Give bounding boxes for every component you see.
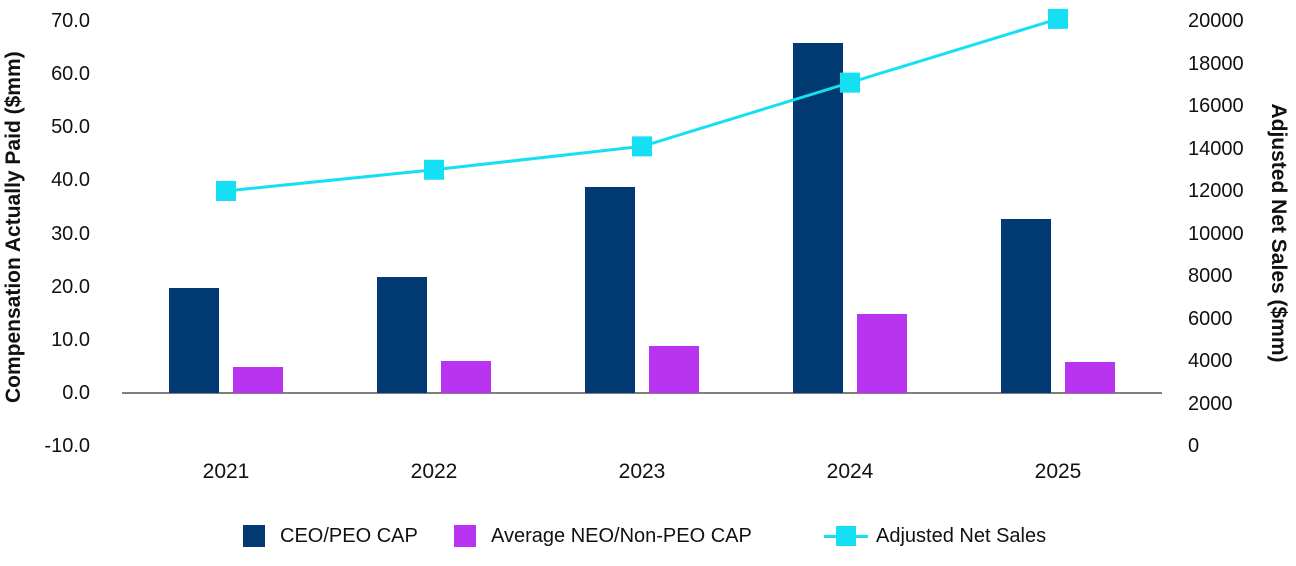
bar-ceo-peo-cap-2025	[1001, 218, 1051, 393]
right-axis-tick-label: 16000	[1188, 95, 1244, 117]
right-axis-tick-label: 18000	[1188, 52, 1244, 75]
left-axis-tick-label: 0.0	[62, 381, 90, 404]
left-axis-tick-label: 20.0	[51, 275, 90, 298]
net-sales-marker-2021	[216, 181, 236, 201]
left-axis-tick-label: 40.0	[51, 169, 90, 192]
bar-average-neo-non-peo-cap-2025	[1065, 361, 1115, 393]
net-sales-marker-2022	[424, 159, 444, 180]
bar-average-neo-non-peo-cap-2022	[441, 361, 491, 393]
bar-average-neo-non-peo-cap-2023	[649, 345, 699, 393]
legend-line	[824, 535, 868, 538]
right-axis-tick-label: 0	[1188, 435, 1200, 457]
bar-average-neo-non-peo-cap-2021	[233, 367, 283, 393]
legend-label-avg-neo-cap: Average NEO/Non-PEO CAP	[491, 525, 752, 547]
net-sales-line	[225, 17, 1059, 193]
left-axis-tick-label: 70.0	[51, 10, 90, 32]
right-axis-tick-label: 4000	[1188, 350, 1233, 372]
legend-swatch-avg-neo-cap	[454, 525, 476, 547]
net-sales-marker-2025	[1048, 8, 1068, 29]
left-axis-tick-label: -10.0	[44, 435, 90, 457]
x-axis-label-2022: 2022	[410, 460, 458, 483]
legend-label-adjusted-net-sales: Adjusted Net Sales	[876, 525, 1047, 547]
legend-marker	[836, 526, 856, 546]
right-axis-tick-label: 8000	[1188, 265, 1233, 287]
right-axis-tick-label: 14000	[1188, 137, 1244, 160]
net-sales-line-layer	[216, 8, 1068, 201]
legend-line-marker-icon	[824, 525, 868, 547]
right-axis-tick-label: 2000	[1188, 392, 1233, 415]
x-axis-label-2023: 2023	[618, 460, 666, 483]
left-axis-tick-label: 50.0	[51, 116, 90, 139]
left-axis-tick-label: 60.0	[51, 63, 90, 86]
x-axis-label-2024: 2024	[826, 460, 874, 483]
right-axis-tick-label: 6000	[1188, 307, 1233, 330]
bar-ceo-peo-cap-2021	[169, 287, 219, 393]
legend-item-ceo-peo-cap: CEO/PEO CAP	[243, 525, 418, 547]
right-axis-title: Adjusted Net Sales ($mm)	[1267, 103, 1290, 363]
bar-average-neo-non-peo-cap-2024	[857, 313, 907, 393]
legend-item-avg-neo-cap: Average NEO/Non-PEO CAP	[454, 525, 752, 547]
net-sales-marker-2024	[840, 72, 860, 93]
x-axis-line	[122, 391, 1162, 394]
bar-ceo-peo-cap-2024	[793, 43, 843, 393]
legend-item-adjusted-net-sales: Adjusted Net Sales	[824, 525, 1046, 547]
plot-area	[122, 8, 1162, 446]
right-axis-tick-label: 12000	[1188, 180, 1244, 202]
legend-label-ceo-peo-cap: CEO/PEO CAP	[280, 525, 418, 547]
left-axis-tick-label: 30.0	[51, 222, 90, 245]
left-axis-tick-label: 10.0	[51, 328, 90, 351]
legend-swatch-ceo-peo-cap	[243, 525, 265, 547]
right-axis-tick-label: 20000	[1188, 10, 1244, 32]
x-axis-label-2021: 2021	[202, 460, 250, 483]
bar-ceo-peo-cap-2022	[377, 277, 427, 393]
net-sales-marker-2023	[632, 136, 652, 157]
right-axis-tick-label: 10000	[1188, 222, 1244, 245]
bar-ceo-peo-cap-2023	[585, 187, 635, 393]
x-axis-label-2025: 2025	[1034, 460, 1082, 483]
